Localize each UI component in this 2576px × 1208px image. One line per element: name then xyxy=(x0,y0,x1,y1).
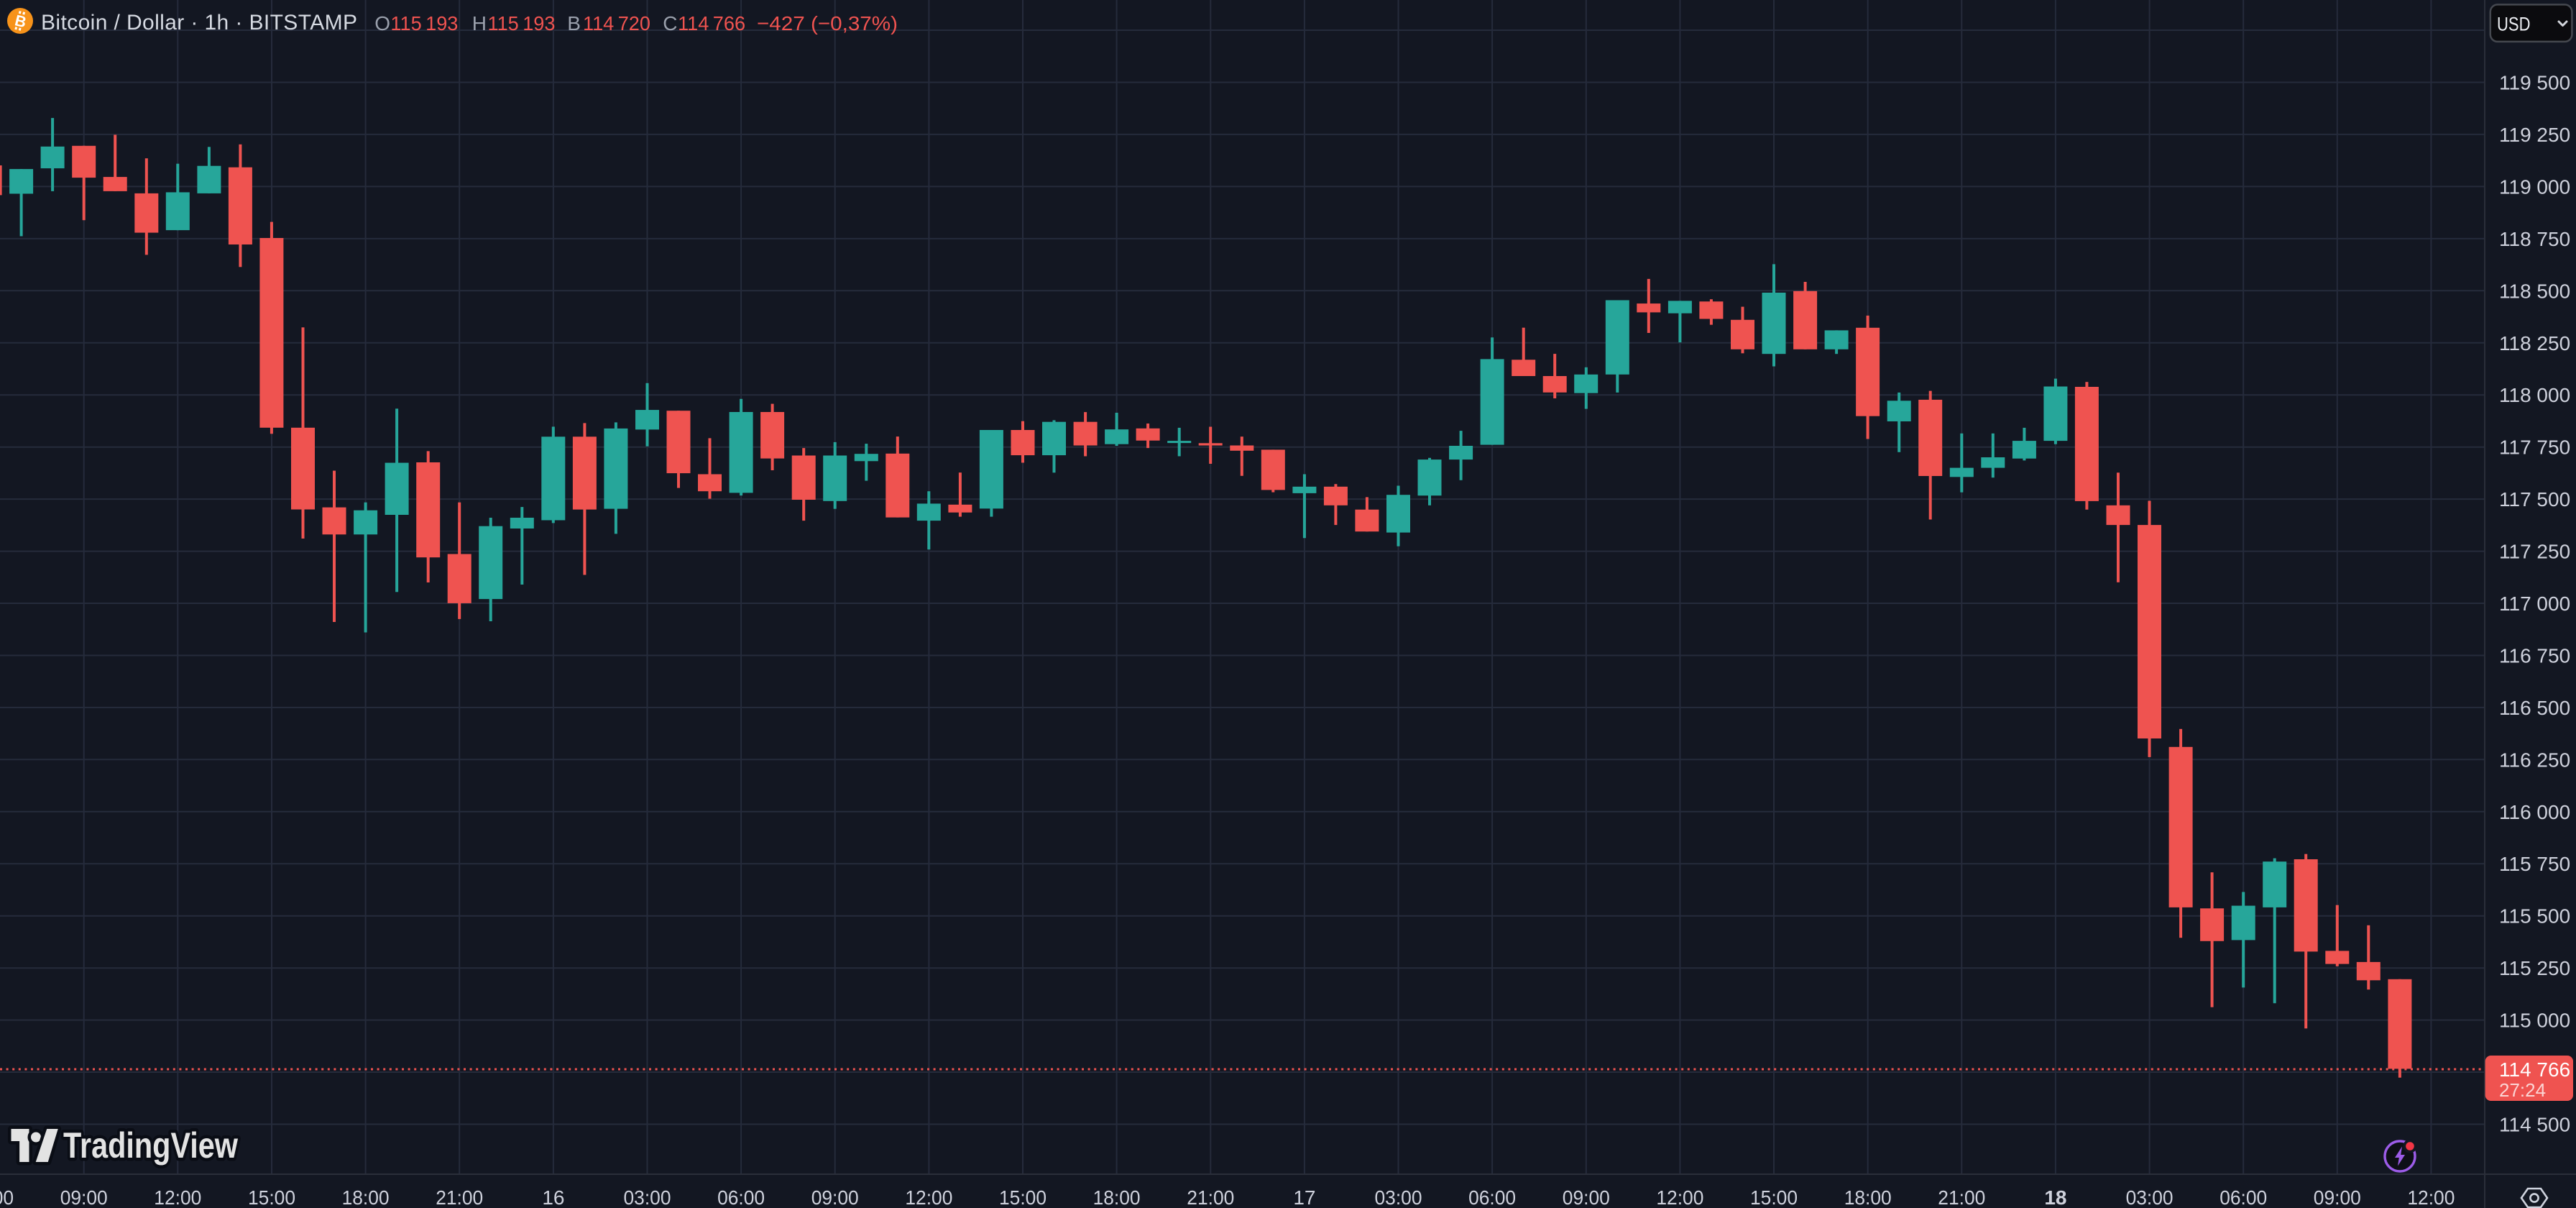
svg-text:06:00: 06:00 xyxy=(717,1186,765,1208)
svg-text:12:00: 12:00 xyxy=(2407,1186,2455,1208)
svg-text:12:00: 12:00 xyxy=(1656,1186,1703,1208)
svg-text:−427 (−0,37%): −427 (−0,37%) xyxy=(757,12,898,35)
svg-text:17: 17 xyxy=(1293,1186,1315,1208)
svg-text:TradingView: TradingView xyxy=(63,1125,238,1166)
svg-text:03:00: 03:00 xyxy=(624,1186,671,1208)
svg-text:115 193: 115 193 xyxy=(488,12,556,35)
svg-text:16: 16 xyxy=(542,1186,564,1208)
svg-text:21:00: 21:00 xyxy=(436,1186,483,1208)
svg-text:116 250: 116 250 xyxy=(2499,749,2570,771)
svg-text:116 750: 116 750 xyxy=(2499,645,2570,667)
svg-text:117 750: 117 750 xyxy=(2499,436,2570,459)
svg-text:12:00: 12:00 xyxy=(154,1186,201,1208)
svg-text:15:00: 15:00 xyxy=(999,1186,1046,1208)
svg-text:C: C xyxy=(663,12,677,35)
svg-text:09:00: 09:00 xyxy=(2314,1186,2361,1208)
svg-text:118 750: 118 750 xyxy=(2499,228,2570,250)
svg-text:115 750: 115 750 xyxy=(2499,853,2570,875)
svg-text:119 250: 119 250 xyxy=(2499,124,2570,146)
svg-text:15:00: 15:00 xyxy=(1750,1186,1798,1208)
svg-text:18:00: 18:00 xyxy=(1093,1186,1141,1208)
svg-text:117 000: 117 000 xyxy=(2499,592,2570,615)
svg-text:117 500: 117 500 xyxy=(2499,488,2570,511)
svg-text:27:24: 27:24 xyxy=(2499,1079,2546,1101)
svg-text:114 720: 114 720 xyxy=(583,12,650,35)
svg-text:114 766: 114 766 xyxy=(678,12,745,35)
svg-text:21:00: 21:00 xyxy=(1938,1186,1985,1208)
svg-text:18: 18 xyxy=(2044,1186,2066,1208)
svg-text:15:00: 15:00 xyxy=(248,1186,295,1208)
svg-text:115 193: 115 193 xyxy=(390,12,458,35)
svg-text:06:00: 06:00 xyxy=(1468,1186,1516,1208)
svg-text:18:00: 18:00 xyxy=(342,1186,390,1208)
svg-text:B: B xyxy=(13,12,28,31)
svg-text:06:00: 06:00 xyxy=(0,1186,14,1208)
svg-text:115 250: 115 250 xyxy=(2499,957,2570,979)
svg-text:116 500: 116 500 xyxy=(2499,697,2570,719)
svg-text:21:00: 21:00 xyxy=(1187,1186,1234,1208)
svg-text:114 766: 114 766 xyxy=(2499,1058,2570,1081)
svg-text:117 250: 117 250 xyxy=(2499,541,2570,563)
svg-text:114 500: 114 500 xyxy=(2499,1114,2570,1136)
svg-text:USD: USD xyxy=(2497,14,2531,35)
svg-text:09:00: 09:00 xyxy=(60,1186,108,1208)
svg-text:03:00: 03:00 xyxy=(1375,1186,1422,1208)
svg-text:O: O xyxy=(374,12,390,35)
svg-text:115 000: 115 000 xyxy=(2499,1010,2570,1032)
svg-text:119 500: 119 500 xyxy=(2499,72,2570,94)
svg-text:06:00: 06:00 xyxy=(2220,1186,2267,1208)
svg-text:03:00: 03:00 xyxy=(2126,1186,2174,1208)
svg-text:118 250: 118 250 xyxy=(2499,332,2570,354)
svg-text:18:00: 18:00 xyxy=(1844,1186,1892,1208)
svg-text:116 000: 116 000 xyxy=(2499,801,2570,823)
svg-text:09:00: 09:00 xyxy=(1563,1186,1610,1208)
svg-text:119 000: 119 000 xyxy=(2499,175,2570,198)
svg-text:118 500: 118 500 xyxy=(2499,280,2570,302)
svg-text:115 500: 115 500 xyxy=(2499,905,2570,928)
svg-text:12:00: 12:00 xyxy=(905,1186,952,1208)
svg-text:H: H xyxy=(472,12,487,35)
svg-text:Bitcoin / Dollar · 1h · BITSTA: Bitcoin / Dollar · 1h · BITSTAMP xyxy=(41,11,357,35)
svg-text:B: B xyxy=(567,12,581,35)
svg-text:118 000: 118 000 xyxy=(2499,384,2570,406)
svg-text:09:00: 09:00 xyxy=(811,1186,859,1208)
